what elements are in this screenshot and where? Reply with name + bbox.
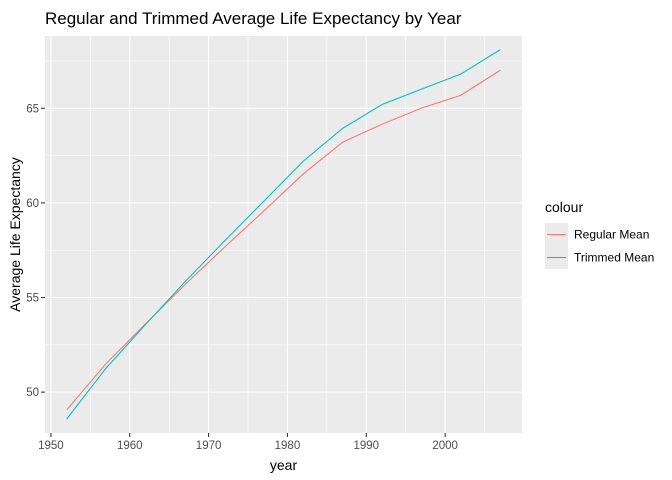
- y-tick-label-60: 60: [26, 198, 39, 210]
- legend: colour Regular Mean Trimmed Mean: [545, 199, 654, 269]
- series-lines: [66, 49, 501, 420]
- major-gridlines: [45, 36, 522, 433]
- y-axis-title: Average Life Expectancy: [7, 157, 23, 312]
- plot-panel: [45, 36, 522, 433]
- y-tick-label-50: 50: [26, 387, 39, 399]
- y-tick-label-55: 55: [26, 293, 39, 305]
- legend-title: colour: [545, 199, 583, 215]
- y-axis: 50 55 60 65: [26, 103, 45, 399]
- x-tick-label-2000: 2000: [432, 440, 458, 452]
- x-tick-label-1970: 1970: [196, 440, 222, 452]
- series-line-trimmed-mean: [66, 49, 501, 420]
- x-tick-label-1980: 1980: [275, 440, 301, 452]
- x-tick-label-1990: 1990: [353, 440, 379, 452]
- series-line-regular-mean: [66, 69, 501, 411]
- x-axis: 1950 1960 1970 1980 1990 2000: [38, 433, 458, 452]
- legend-label-regular-mean: Regular Mean: [574, 228, 649, 242]
- legend-label-trimmed-mean: Trimmed Mean: [574, 251, 654, 265]
- x-tick-label-1950: 1950: [38, 440, 64, 452]
- x-axis-title: year: [270, 457, 298, 473]
- x-tick-label-1960: 1960: [117, 440, 143, 452]
- y-tick-label-65: 65: [26, 103, 39, 115]
- chart-title: Regular and Trimmed Average Life Expecta…: [45, 9, 462, 28]
